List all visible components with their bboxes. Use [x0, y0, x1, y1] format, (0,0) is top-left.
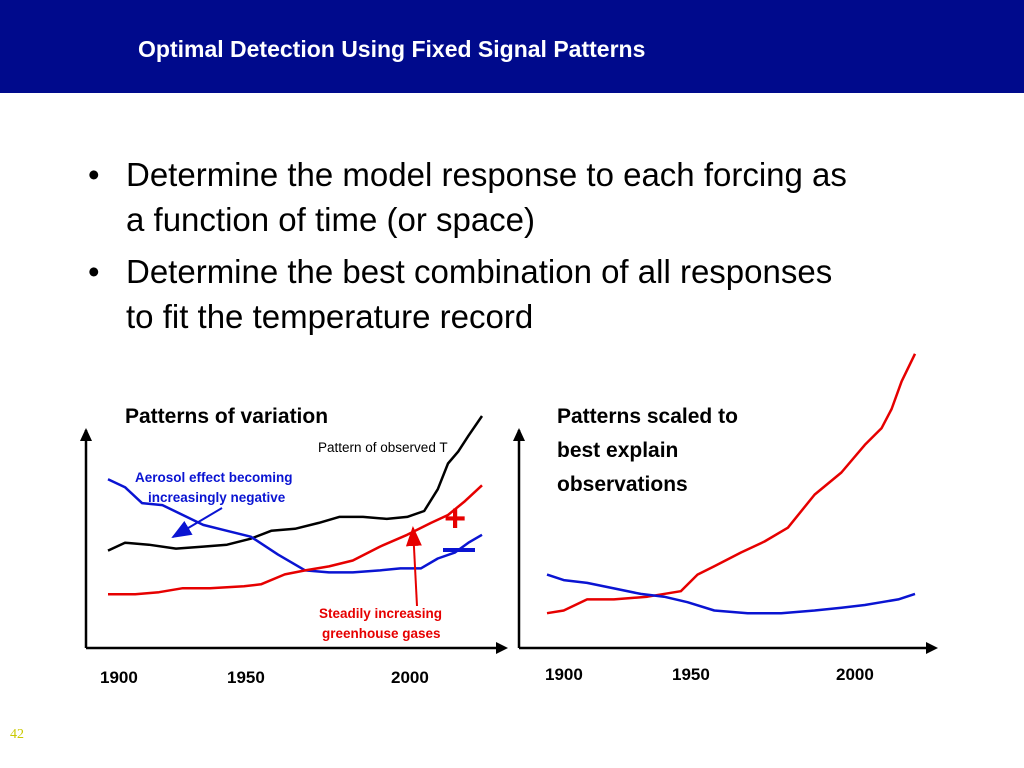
x-tick-label: 1950	[227, 668, 265, 687]
chart-right: Patterns scaled to best explain observat…	[513, 353, 938, 684]
chart-left: Patterns of variation Pattern of observe…	[80, 405, 508, 687]
x-tick-label: 2000	[836, 665, 874, 684]
chart-right-title-line1: Patterns scaled to	[557, 405, 738, 428]
ghg-label-line1: Steadily increasing	[319, 606, 442, 621]
chart-right-axes	[513, 428, 938, 654]
slide-title: Optimal Detection Using Fixed Signal Pat…	[138, 36, 646, 62]
chart-left-series	[107, 415, 484, 596]
ghg-label-line2: greenhouse gases	[322, 626, 441, 641]
bullet-item-2: • Determine the best combination of all …	[88, 249, 848, 339]
x-tick-label: 2000	[391, 668, 429, 687]
aerosol-label-line1: Aerosol effect becoming	[135, 470, 293, 485]
bullet-text-1: Determine the model response to each for…	[126, 156, 847, 238]
bullet-dot: •	[88, 156, 100, 193]
chart-right-title-line3: observations	[557, 473, 688, 496]
x-axis-arrow	[926, 642, 938, 654]
series-line-aerosol_scaled	[546, 573, 916, 615]
x-tick-label: 1950	[672, 665, 710, 684]
chart-left-axes	[80, 428, 508, 654]
y-axis-arrow	[513, 428, 525, 441]
bullet-item-1: • Determine the model response to each f…	[88, 152, 848, 242]
series-line-ghg_scaled	[546, 353, 917, 615]
x-tick-label: 1900	[545, 665, 583, 684]
chart-right-title-line2: best explain	[557, 439, 678, 462]
observed-label: Pattern of observed T	[318, 440, 448, 455]
bullet-list: • Determine the model response to each f…	[88, 152, 848, 346]
chart-left-title: Patterns of variation	[125, 405, 328, 428]
bullet-dot: •	[88, 253, 100, 290]
ghg-pointer-arrow	[405, 526, 422, 607]
aerosol-pointer-arrow	[171, 507, 223, 539]
series-line-observed	[107, 415, 484, 552]
bullet-text-2: Determine the best combination of all re…	[126, 253, 833, 335]
x-axis-arrow	[496, 642, 508, 654]
x-tick-label: 1900	[100, 668, 138, 687]
series-line-ghg	[108, 484, 483, 596]
slide-number: 42	[10, 727, 24, 742]
minus-sign	[443, 548, 475, 552]
chart-right-series	[546, 353, 917, 615]
slide-header: Optimal Detection Using Fixed Signal Pat…	[0, 0, 1024, 93]
aerosol-label-line2: increasingly negative	[148, 490, 286, 505]
y-axis-arrow	[80, 428, 92, 441]
plus-sign: +	[444, 498, 466, 540]
